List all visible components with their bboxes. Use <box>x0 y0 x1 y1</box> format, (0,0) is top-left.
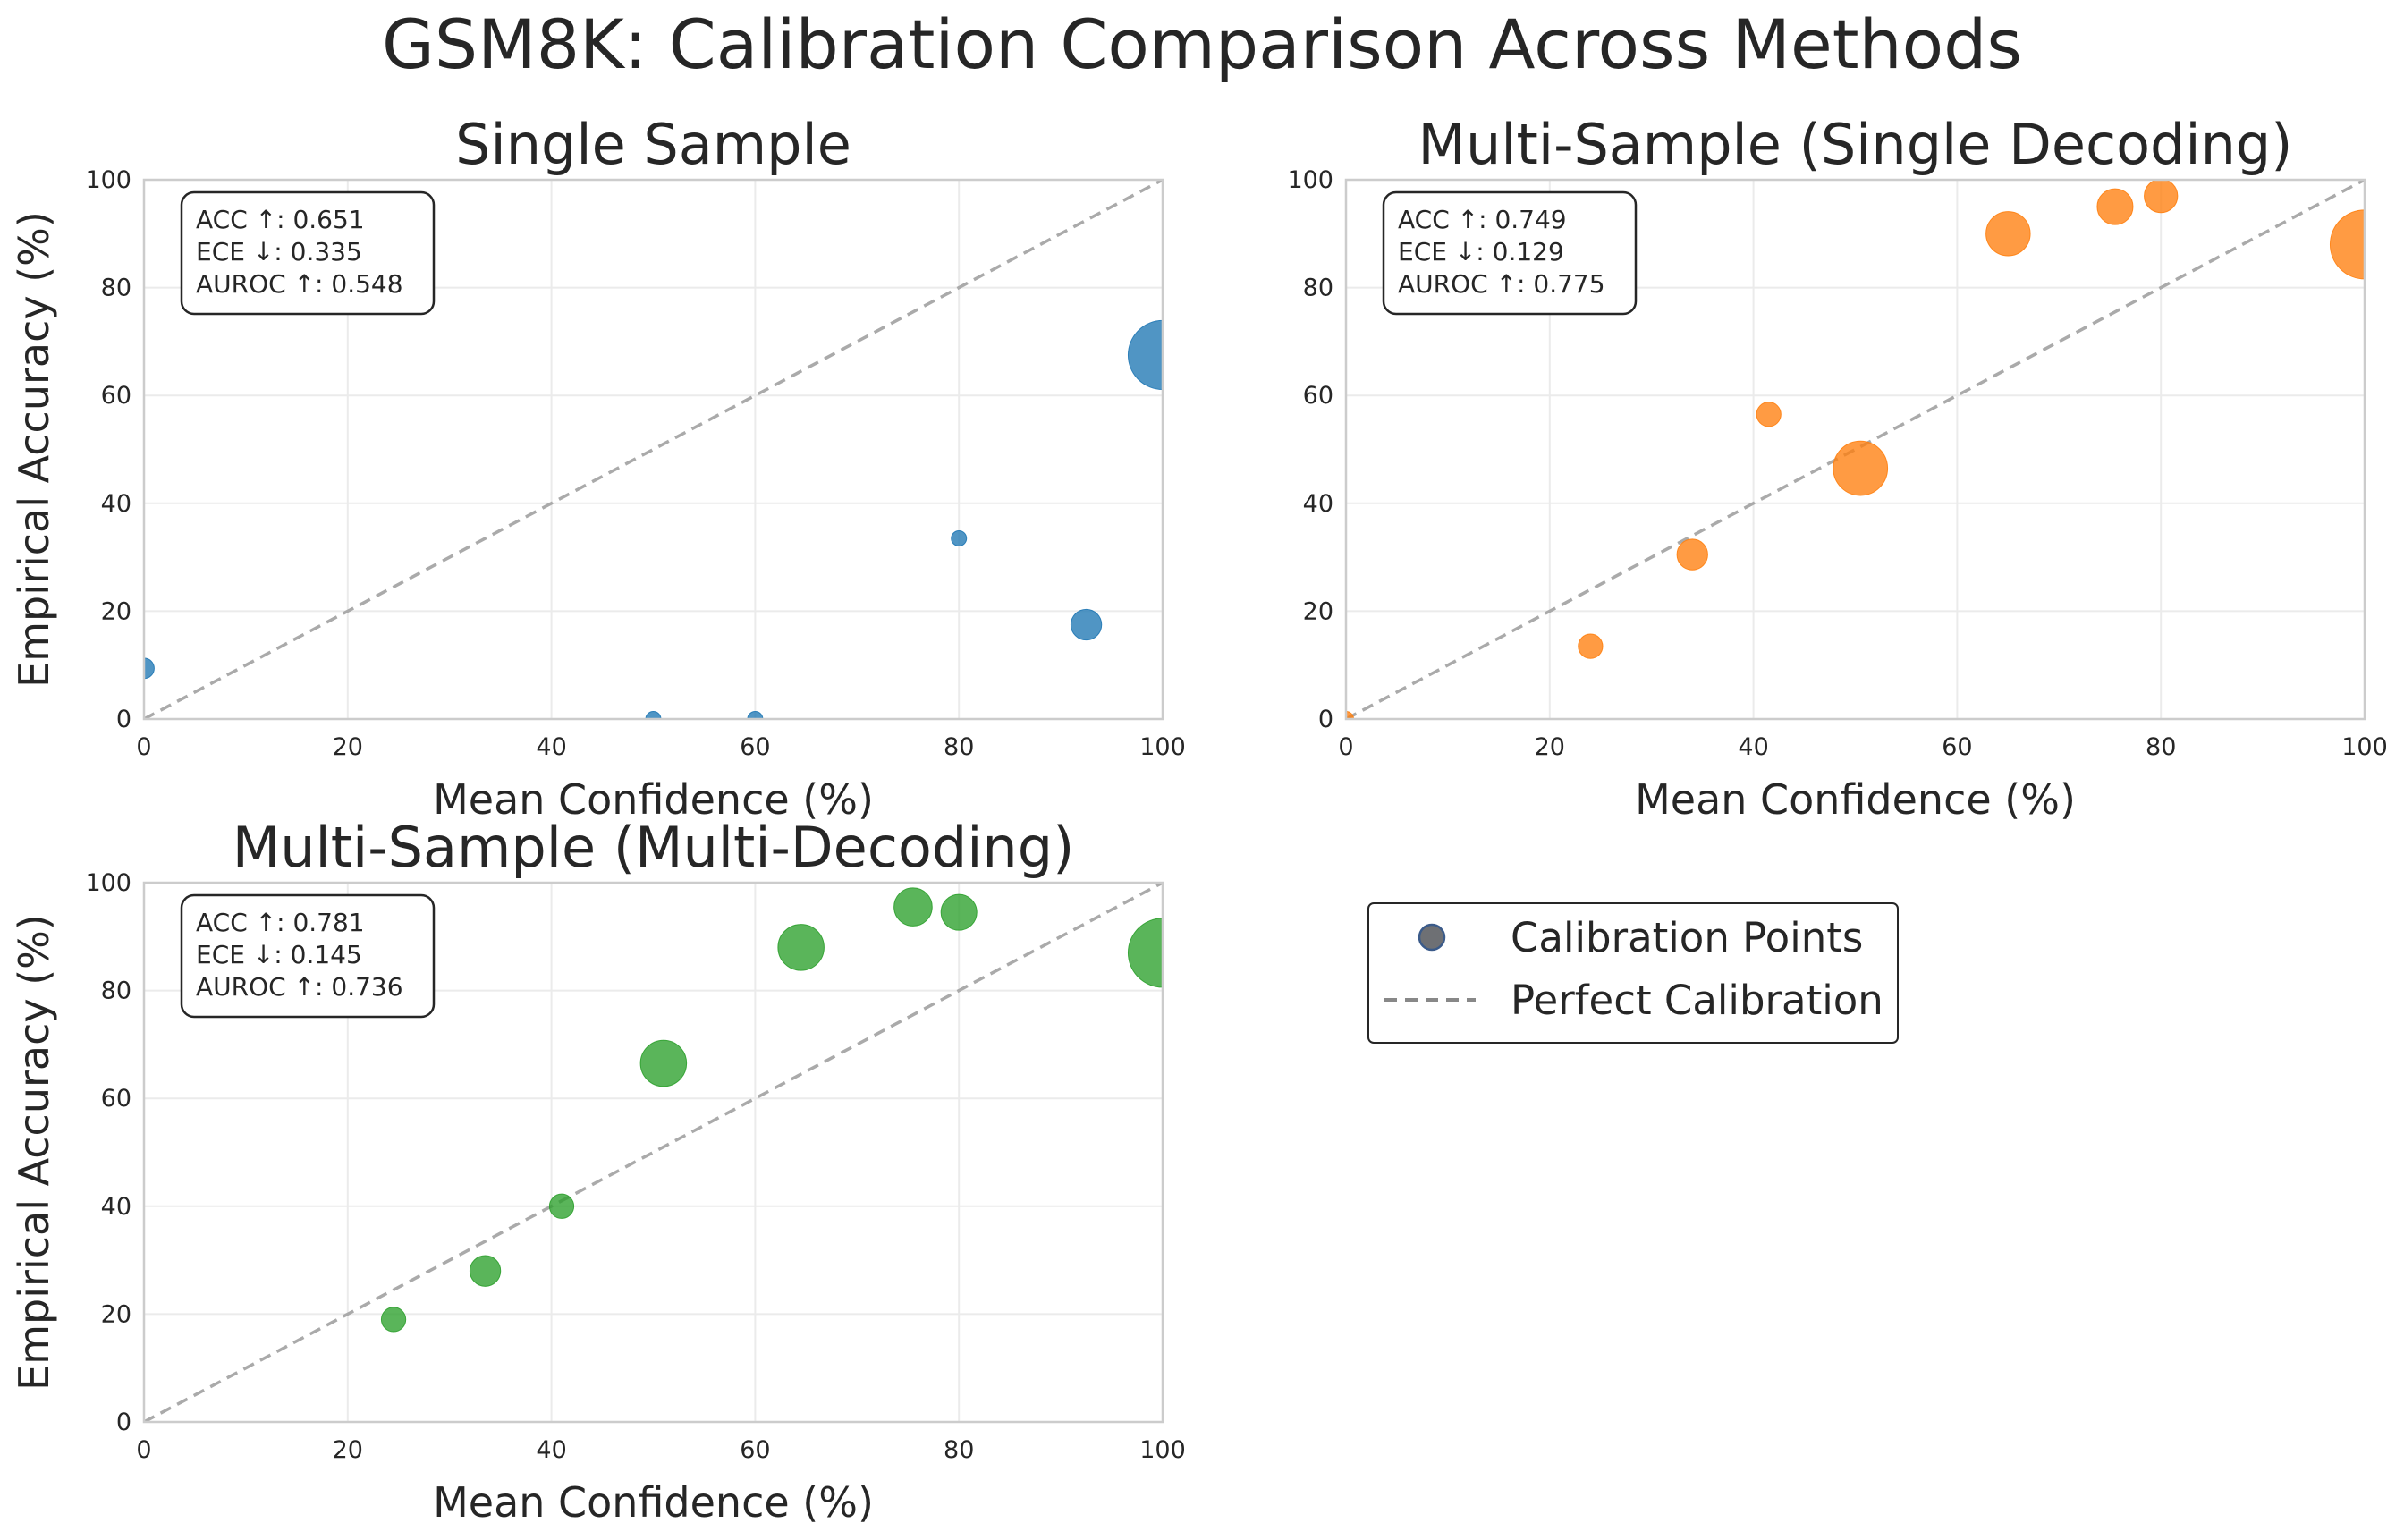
y-tick-label: 20 <box>101 1300 131 1328</box>
calibration-point <box>2144 180 2179 214</box>
x-tick-label: 40 <box>536 1436 566 1464</box>
calibration-point <box>1756 402 1782 427</box>
x-tick-label: 20 <box>1535 733 1565 761</box>
calibration-point <box>1346 711 1354 719</box>
stats-line: AUROC ↑: 0.775 <box>1398 269 1605 299</box>
x-tick-label: 0 <box>136 733 151 761</box>
calibration-point <box>548 1193 575 1219</box>
x-tick-label: 80 <box>944 733 974 761</box>
stats-line: ACC ↑: 0.749 <box>1398 205 1567 234</box>
calibration-point <box>1070 608 1103 641</box>
stats-line: ACC ↑: 0.651 <box>196 205 365 234</box>
calibration-point <box>1578 633 1604 659</box>
y-axis-label: Empirical Accuracy (%) <box>10 211 58 688</box>
calibration-point <box>2096 188 2134 225</box>
y-tick-label: 40 <box>101 490 131 518</box>
calibration-point <box>777 924 825 971</box>
calibration-point <box>893 887 933 927</box>
legend: Calibration Points Perfect Calibration <box>1367 902 1899 1044</box>
x-tick-label: 0 <box>136 1436 151 1464</box>
calibration-point <box>1833 440 1889 496</box>
axes-frame <box>142 881 1164 1424</box>
panel-multi-sample-single-decoding: 0 20 40 60 80 100 0 20 40 60 80 100 ACC ↑: 0.749 ECE … <box>1287 112 2388 824</box>
y-axis-label: Empirical Accuracy (%) <box>10 914 58 1391</box>
y-tick-label: 100 <box>85 869 131 897</box>
stats-line: AUROC ↑: 0.736 <box>196 972 403 1002</box>
calibration-point <box>645 711 662 719</box>
y-tick-label: 100 <box>85 166 131 194</box>
y-tick-label: 100 <box>1287 166 1333 194</box>
panel-single-sample: 0 20 40 60 80 100 0 20 40 60 80 100 ACC ↑: 0.651 ECE … <box>10 112 1186 824</box>
stats-line: ACC ↑: 0.781 <box>196 908 365 937</box>
x-tick-label: 100 <box>1139 1436 1186 1464</box>
calibration-point <box>940 893 978 931</box>
x-tick-label: 100 <box>2341 733 2388 761</box>
calibration-points <box>380 887 1163 1333</box>
stats-line: ECE ↓: 0.145 <box>196 940 362 969</box>
x-tick-label: 40 <box>536 733 566 761</box>
y-tick-label: 20 <box>101 597 131 625</box>
y-tick-label: 0 <box>1318 706 1333 733</box>
calibration-point <box>380 1307 407 1333</box>
x-axis-label: Mean Confidence (%) <box>1635 775 2076 824</box>
panel-multi-sample-multi-decoding: 0 20 40 60 80 100 0 20 40 60 80 100 ACC ↑: 0.781 ECE … <box>10 815 1186 1527</box>
stats-line: ECE ↓: 0.335 <box>196 237 362 267</box>
legend-line-label: Perfect Calibration <box>1511 977 1883 1024</box>
legend-frame <box>1367 902 1899 1044</box>
calibration-point <box>1985 211 2031 257</box>
y-tick-label: 80 <box>101 275 131 302</box>
x-axis-label: Mean Confidence (%) <box>433 1478 874 1527</box>
calibration-points <box>1346 180 2365 719</box>
calibration-point <box>747 711 764 719</box>
stats-line: ECE ↓: 0.129 <box>1398 237 1564 267</box>
calibration-point <box>951 529 968 546</box>
x-tick-label: 0 <box>1338 733 1353 761</box>
y-tick-label: 80 <box>1303 275 1333 302</box>
perfect-calibration-line <box>144 180 1163 719</box>
y-tick-label: 20 <box>1303 597 1333 625</box>
y-tick-label: 40 <box>101 1193 131 1221</box>
figure-title: GSM8K: Calibration Comparison Across Met… <box>382 4 2022 84</box>
axes-frame <box>1344 178 2366 721</box>
calibration-point <box>469 1255 502 1287</box>
y-tick-label: 60 <box>1303 382 1333 410</box>
x-tick-label: 100 <box>1139 733 1186 761</box>
stats-box <box>180 190 436 316</box>
x-tick-label: 80 <box>2146 733 2176 761</box>
y-tick-label: 60 <box>101 1085 131 1113</box>
x-tick-label: 60 <box>1942 733 1972 761</box>
panel-title: Multi-Sample (Multi-Decoding) <box>233 815 1075 880</box>
legend-points-label: Calibration Points <box>1511 914 1863 961</box>
y-tick-label: 60 <box>101 382 131 410</box>
panel-title: Multi-Sample (Single Decoding) <box>1418 112 2293 177</box>
y-tick-label: 80 <box>101 977 131 1005</box>
stats-box <box>180 893 436 1019</box>
x-tick-label: 60 <box>740 1436 770 1464</box>
calibration-point <box>639 1039 688 1087</box>
x-axis-label: Mean Confidence (%) <box>433 775 874 824</box>
axes-frame <box>142 178 1164 721</box>
panel-title: Single Sample <box>455 112 851 177</box>
perfect-calibration-line <box>144 883 1163 1422</box>
calibration-point <box>1676 538 1708 571</box>
y-tick-label: 0 <box>116 706 131 733</box>
stats-box <box>1382 190 1638 316</box>
stats-line: AUROC ↑: 0.548 <box>196 269 403 299</box>
x-tick-label: 80 <box>944 1436 974 1464</box>
x-tick-label: 20 <box>333 1436 363 1464</box>
perfect-calibration-line <box>1346 180 2365 719</box>
x-tick-label: 60 <box>740 733 770 761</box>
y-tick-label: 40 <box>1303 490 1333 518</box>
x-tick-label: 40 <box>1738 733 1768 761</box>
x-tick-label: 20 <box>333 733 363 761</box>
y-tick-label: 0 <box>116 1409 131 1436</box>
legend-points-marker <box>1418 923 1446 952</box>
